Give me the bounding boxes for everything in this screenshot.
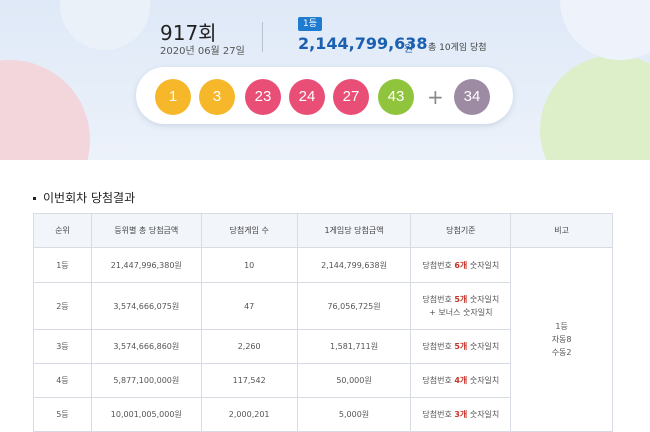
criteria-text: 숫자일치 (467, 342, 500, 351)
draw-date: 2020년 06월 27일 (160, 46, 245, 57)
cell-winners: 117,542 (200, 363, 298, 398)
decor-circle (60, 0, 150, 50)
cell-total: 3,574,666,860원 (90, 329, 202, 364)
lotto-ball: 23 (245, 79, 281, 115)
criteria-count: 4개 (454, 376, 468, 385)
cell-total: 3,574,666,075원 (90, 282, 202, 330)
section-title-text: 이번회차 당첨결과 (43, 191, 136, 205)
criteria-count: 3개 (454, 410, 468, 419)
cell-criteria: 당첨번호 4개 숫자일치 (410, 363, 512, 398)
lotto-ball: 3 (199, 79, 235, 115)
lotto-ball: 24 (289, 79, 325, 115)
note-line: 자동8 (551, 335, 572, 344)
bonus-ball: 34 (454, 79, 490, 115)
criteria-text: 숫자일치 (467, 376, 500, 385)
cell-rank: 4등 (33, 363, 92, 398)
cell-rank: 2등 (33, 282, 92, 330)
first-prize-unit: 원 (404, 44, 414, 55)
table-row: 4등 5,877,100,000원 117,542 50,000원 당첨번호 4… (33, 363, 613, 398)
section-title: 이번회차 당첨결과 (33, 189, 135, 206)
cell-per-game: 5,000원 (296, 397, 412, 432)
cell-winners: 47 (200, 282, 298, 330)
first-prize-games: 총 10게임 당첨 (428, 43, 487, 53)
criteria-text: 당첨번호 (422, 295, 455, 304)
col-header-winners: 당첨게임 수 (200, 213, 298, 248)
decor-circle (0, 60, 90, 160)
decor-circle (560, 0, 650, 60)
draw-round: 917회 (160, 21, 217, 45)
cell-rank: 5등 (33, 397, 92, 432)
cell-total: 10,001,005,000원 (90, 397, 202, 432)
criteria-count: 6개 (454, 260, 468, 270)
col-header-criteria: 당첨기준 (410, 213, 512, 248)
header-divider (262, 22, 263, 52)
cell-total: 21,447,996,380원 (90, 247, 202, 283)
draw-header-band (0, 0, 650, 160)
cell-winners: 2,000,201 (200, 397, 298, 432)
cell-criteria: 당첨번호 3개 숫자일치 (410, 397, 512, 432)
col-header-per-game: 1게임당 당첨금액 (296, 213, 412, 248)
note-line: 수동2 (551, 348, 572, 357)
criteria-text: 당첨번호 (422, 376, 455, 385)
cell-note: 1등 자동8 수동2 (510, 247, 613, 432)
criteria-text: 당첨번호 (422, 342, 455, 351)
decor-circle (540, 55, 650, 160)
col-header-note: 비고 (510, 213, 613, 248)
criteria-text: 당첨번호 (422, 410, 455, 419)
cell-rank: 1등 (33, 247, 92, 283)
cell-rank: 3등 (33, 329, 92, 364)
criteria-count: 5개 (454, 295, 468, 304)
cell-per-game: 76,056,725원 (296, 282, 412, 330)
criteria-count: 5개 (454, 342, 468, 351)
lotto-ball: 27 (333, 79, 369, 115)
criteria-text: 당첨번호 (422, 260, 455, 270)
plus-icon: + (427, 85, 444, 109)
cell-criteria: 당첨번호 5개 숫자일치 (410, 329, 512, 364)
cell-per-game: 1,581,711원 (296, 329, 412, 364)
cell-total: 5,877,100,000원 (90, 363, 202, 398)
lotto-ball: 1 (155, 79, 191, 115)
cell-winners: 2,260 (200, 329, 298, 364)
first-prize-amount: 2,144,799,638 (298, 34, 428, 53)
criteria-text: 숫자일치 (467, 260, 500, 270)
note-line: 1등 (555, 322, 568, 331)
lotto-ball: 43 (378, 79, 414, 115)
cell-winners: 10 (200, 247, 298, 283)
table-row: 3등 3,574,666,860원 2,260 1,581,711원 당첨번호 … (33, 329, 613, 364)
col-header-rank: 순위 (33, 213, 92, 248)
criteria-text: 숫자일치 (467, 410, 500, 419)
criteria-text: 숫자일치 (467, 295, 500, 304)
cell-per-game: 50,000원 (296, 363, 412, 398)
col-header-total: 등위별 총 당첨금액 (90, 213, 202, 248)
bullet-icon (33, 197, 36, 200)
table-row: 2등 3,574,666,075원 47 76,056,725원 당첨번호 5개… (33, 282, 613, 330)
cell-per-game: 2,144,799,638원 (296, 247, 412, 283)
criteria-bonus: + 보너스 숫자일치 (429, 308, 493, 317)
rank-badge: 1등 (298, 17, 323, 31)
table-header-row: 순위 등위별 총 당첨금액 당첨게임 수 1게임당 당첨금액 당첨기준 비고 (33, 213, 613, 248)
table-row: 1등 21,447,996,380원 10 2,144,799,638원 당첨번… (33, 247, 613, 432)
results-table: 순위 등위별 총 당첨금액 당첨게임 수 1게임당 당첨금액 당첨기준 비고 1… (33, 213, 613, 432)
cell-criteria: 당첨번호 6개 숫자일치 (410, 247, 512, 283)
cell-criteria: 당첨번호 5개 숫자일치 + 보너스 숫자일치 (410, 282, 512, 330)
